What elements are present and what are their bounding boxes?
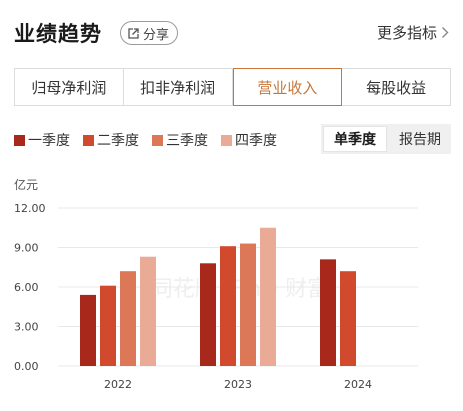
- bar-2022-q3[interactable]: [120, 271, 136, 366]
- legend-label: 一季度: [28, 133, 70, 149]
- legend-label: 三季度: [166, 133, 208, 149]
- bar-2022-q4[interactable]: [140, 256, 156, 366]
- report-period-button[interactable]: 报告期: [399, 132, 441, 148]
- legend-swatch: [14, 134, 25, 146]
- page-title: 业绩趋势: [14, 22, 102, 46]
- header: 业绩趋势 分享 更多指标: [14, 16, 449, 50]
- legend-swatch: [221, 134, 232, 146]
- x-tick-label: 2024: [344, 378, 372, 391]
- x-tick-label: 2022: [104, 378, 132, 391]
- bar-2023-q4[interactable]: [260, 227, 276, 366]
- share-icon: [127, 27, 143, 40]
- legend-label: 四季度: [235, 133, 277, 149]
- legend-item-q1: 一季度: [14, 130, 70, 150]
- y-tick-label: 0.00: [14, 360, 39, 373]
- share-label: 分享: [143, 27, 170, 43]
- y-tick-label: 3.00: [14, 321, 39, 334]
- bar-2023-q1[interactable]: [200, 263, 216, 366]
- bar-2022-q1[interactable]: [80, 294, 96, 366]
- bar-2023-q3[interactable]: [240, 243, 256, 366]
- legend-row: 一季度 二季度 三季度 四季度 单季度 报告期: [14, 124, 451, 154]
- share-button[interactable]: 分享: [120, 21, 179, 45]
- y-tick-label: 12.00: [14, 202, 46, 215]
- tab-operating-revenue[interactable]: 营业收入: [232, 68, 343, 106]
- bar-2024-q1[interactable]: [320, 259, 336, 366]
- tab-deducted-net-profit[interactable]: 扣非净利润: [124, 69, 233, 105]
- tab-parent-net-profit[interactable]: 归母净利润: [15, 69, 124, 105]
- tab-eps[interactable]: 每股收益: [366, 78, 427, 97]
- legend-swatch: [152, 134, 163, 146]
- legend-item-q4: 四季度: [221, 130, 277, 150]
- period-toggle: 单季度 报告期: [321, 124, 451, 154]
- revenue-bar-chart: 同花顺 iFinD 财富 12.009.006.003.000.00202220…: [14, 202, 418, 391]
- bar-2024-q2[interactable]: [340, 271, 356, 366]
- single-quarter-button[interactable]: 单季度: [323, 126, 387, 152]
- legend-label: 二季度: [97, 133, 139, 149]
- y-tick-label: 6.00: [14, 281, 39, 294]
- bar-2023-q2[interactable]: [220, 246, 236, 366]
- legend-item-q2: 二季度: [83, 130, 139, 150]
- y-tick-label: 9.00: [14, 242, 39, 255]
- legend-swatch: [83, 134, 94, 146]
- bar-2022-q2[interactable]: [100, 285, 116, 366]
- y-axis-unit: 亿元: [14, 178, 39, 192]
- x-tick-label: 2023: [224, 378, 252, 391]
- more-metrics-link[interactable]: 更多指标: [377, 22, 449, 43]
- chevron-right-icon: [437, 26, 449, 39]
- metric-tabs: 归母净利润 扣非净利润 营业收入 每股收益: [14, 68, 451, 106]
- more-metrics-label: 更多指标: [376, 24, 437, 42]
- legend-item-q3: 三季度: [152, 130, 208, 150]
- chart-legend: 一季度 二季度 三季度 四季度: [14, 130, 290, 150]
